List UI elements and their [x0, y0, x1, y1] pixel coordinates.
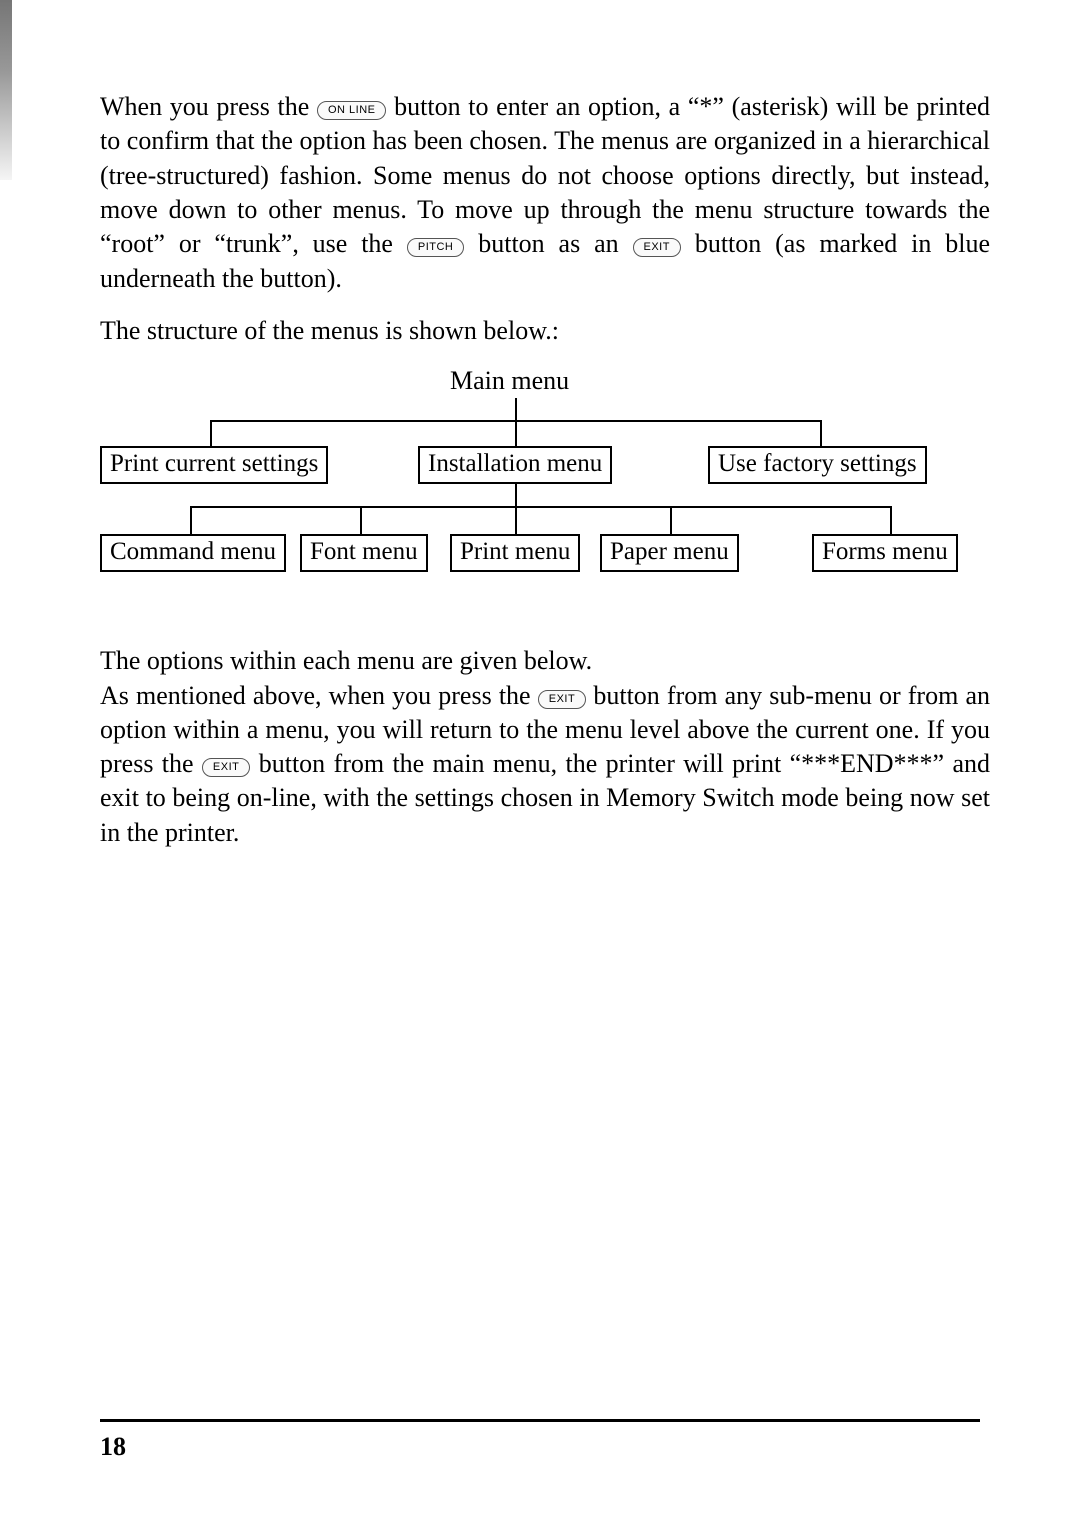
tree-line: [820, 420, 822, 446]
diagram-title: Main menu: [450, 366, 569, 396]
tree-line: [890, 506, 892, 534]
node-print-menu: Print menu: [450, 534, 580, 572]
tree-line: [515, 420, 517, 446]
para5-text-a: As mentioned above, when you press the: [100, 681, 538, 710]
node-forms-menu: Forms menu: [812, 534, 958, 572]
tree-line: [670, 506, 672, 534]
para1-text-a: When you press the: [100, 92, 317, 121]
tree-line: [360, 506, 362, 534]
tree-line: [190, 506, 890, 508]
page-number: 18: [100, 1432, 126, 1462]
para2-text-b: button as an: [478, 229, 632, 258]
node-command-menu: Command menu: [100, 534, 286, 572]
paragraph-1: When you press the ON LINE button to ent…: [100, 90, 990, 296]
tree-line: [515, 482, 517, 506]
node-print-current-settings: Print current settings: [100, 446, 328, 484]
page-content: When you press the ON LINE button to ent…: [0, 0, 1080, 1522]
pitch-key-icon: PITCH: [407, 238, 465, 257]
paragraph-4: The options within each menu are given b…: [100, 644, 990, 678]
paragraph-5: As mentioned above, when you press the E…: [100, 679, 990, 851]
footer-rule: [100, 1419, 980, 1422]
tree-line: [190, 506, 192, 534]
menu-tree-diagram: Main menu Print current settings Install…: [100, 366, 980, 616]
exit-key-icon: EXIT: [202, 758, 250, 777]
tree-line: [210, 420, 212, 446]
node-use-factory-settings: Use factory settings: [708, 446, 927, 484]
exit-key-icon: EXIT: [633, 238, 681, 257]
exit-key-icon: EXIT: [538, 690, 586, 709]
node-font-menu: Font menu: [300, 534, 428, 572]
online-key-icon: ON LINE: [317, 101, 387, 120]
paragraph-3: The structure of the menus is shown belo…: [100, 314, 990, 348]
node-installation-menu: Installation menu: [418, 446, 612, 484]
tree-line: [515, 506, 517, 534]
node-paper-menu: Paper menu: [600, 534, 739, 572]
tree-line: [515, 398, 517, 420]
